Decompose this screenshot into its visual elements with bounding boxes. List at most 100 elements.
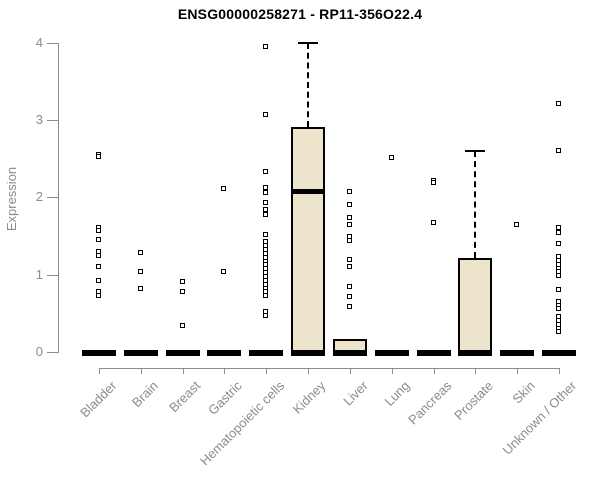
outlier-point-pancreas <box>430 219 436 225</box>
x-tick-label-liver: Liver <box>339 378 371 409</box>
x-tick-label-prostate: Prostate <box>451 378 496 423</box>
outlier-point-liver <box>346 202 352 208</box>
outlier-point-bladder <box>96 228 101 234</box>
zero-median-bar-bladder <box>82 350 116 356</box>
outlier-point-liver <box>346 284 352 290</box>
whisker-kidney <box>307 42 310 128</box>
x-tick-label-skin: Skin <box>509 378 538 407</box>
y-tick-label: 4 <box>35 34 43 50</box>
x-axis-line <box>99 368 560 369</box>
outlier-point-bladder <box>96 293 101 299</box>
box-kidney <box>291 127 326 352</box>
x-tick-label-brain: Brain <box>129 378 162 411</box>
y-axis-tick <box>47 42 58 44</box>
outlier-point-lung <box>388 154 394 160</box>
outlier-point-gastric <box>221 269 227 275</box>
y-tick-label: 0 <box>35 344 43 359</box>
outlier-point-hematopoietic-cells <box>263 43 269 49</box>
outlier-point-gastric <box>221 185 227 191</box>
zero-median-bar-gastric <box>207 350 242 356</box>
x-axis-tick <box>224 368 226 374</box>
outlier-point-liver <box>346 257 352 262</box>
x-tick-label-pancreas: Pancreas <box>404 378 455 428</box>
outlier-point-liver <box>346 238 352 244</box>
outlier-point-unknown-other <box>556 148 561 154</box>
zero-median-bar-liver <box>332 350 367 356</box>
y-axis-tick <box>47 352 58 353</box>
outlier-point-hematopoietic-cells <box>263 313 269 319</box>
outlier-point-bladder <box>96 263 101 269</box>
x-axis-tick <box>349 368 351 374</box>
whisker-prostate <box>474 151 477 259</box>
outlier-point-unknown-other <box>556 229 561 235</box>
x-tick-label-breast: Breast <box>166 378 204 416</box>
y-tick-label: 3 <box>35 112 43 128</box>
outlier-point-unknown-other <box>556 100 561 106</box>
y-axis-tick <box>47 120 58 122</box>
outlier-point-liver <box>346 233 352 239</box>
outlier-point-liver <box>346 215 352 221</box>
outlier-point-hematopoietic-cells <box>263 185 269 191</box>
outlier-point-brain <box>137 286 143 292</box>
x-axis-tick <box>475 368 477 374</box>
x-axis-tick <box>517 368 519 374</box>
x-tick-label-gastric: Gastric <box>205 378 246 418</box>
outlier-point-bladder <box>96 248 101 254</box>
outlier-point-bladder <box>96 277 101 283</box>
x-axis-tick <box>140 368 142 374</box>
zero-median-bar-hematopoietic-cells <box>249 350 284 356</box>
outlier-point-breast <box>179 323 185 329</box>
outlier-point-bladder <box>96 236 101 242</box>
outlier-point-hematopoietic-cells <box>263 199 269 205</box>
zero-median-bar-pancreas <box>416 350 451 356</box>
outlier-point-bladder <box>96 154 101 160</box>
outlier-point-hematopoietic-cells <box>263 112 269 118</box>
outlier-point-hematopoietic-cells <box>263 232 269 238</box>
outlier-point-pancreas <box>430 180 436 186</box>
outlier-point-unknown-other <box>556 287 561 293</box>
x-axis-tick <box>99 368 100 374</box>
zero-median-bar-lung <box>374 350 409 356</box>
outlier-point-hematopoietic-cells <box>263 206 269 212</box>
x-tick-label-kidney: Kidney <box>289 378 329 417</box>
chart-title: ENSG00000258271 - RP11-356O22.4 <box>177 6 423 22</box>
whisker-cap-prostate <box>465 150 486 153</box>
y-axis-line <box>58 43 59 353</box>
y-axis-tick <box>47 274 58 276</box>
y-tick-label: 2 <box>35 189 43 205</box>
outlier-point-bladder <box>96 253 101 259</box>
outlier-point-breast <box>179 279 185 285</box>
x-axis-tick <box>433 368 435 374</box>
x-axis-tick <box>391 368 393 374</box>
x-axis-tick <box>182 368 184 374</box>
outlier-point-skin <box>514 222 520 228</box>
zero-median-bar-prostate <box>458 350 493 356</box>
y-axis-tick <box>47 197 58 199</box>
outlier-point-unknown-other <box>556 328 561 334</box>
zero-median-bar-kidney <box>291 350 326 356</box>
box-prostate <box>458 258 493 352</box>
x-tick-label-bladder: Bladder <box>77 378 120 421</box>
x-axis-tick <box>559 368 560 374</box>
x-axis-tick <box>308 368 310 374</box>
zero-median-bar-breast <box>165 350 200 356</box>
x-tick-label-unknown-other: Unknown / Other <box>500 378 580 458</box>
outlier-point-unknown-other <box>556 240 561 246</box>
outlier-point-hematopoietic-cells <box>263 308 269 314</box>
outlier-point-hematopoietic-cells <box>263 293 269 299</box>
outlier-point-hematopoietic-cells <box>263 168 269 174</box>
outlier-point-unknown-other <box>556 225 561 231</box>
outlier-point-brain <box>137 250 143 256</box>
zero-median-bar-unknown-other <box>542 350 576 356</box>
x-axis-tick <box>266 368 268 374</box>
outlier-point-bladder <box>96 288 101 294</box>
outlier-point-liver <box>346 222 352 228</box>
outlier-point-liver <box>346 304 352 310</box>
outlier-point-brain <box>137 268 143 274</box>
zero-median-bar-skin <box>500 350 535 356</box>
whisker-cap-kidney <box>298 41 319 44</box>
outlier-point-hematopoietic-cells <box>263 212 269 218</box>
y-tick-label: 1 <box>35 266 43 282</box>
x-tick-label-lung: Lung <box>381 378 413 410</box>
